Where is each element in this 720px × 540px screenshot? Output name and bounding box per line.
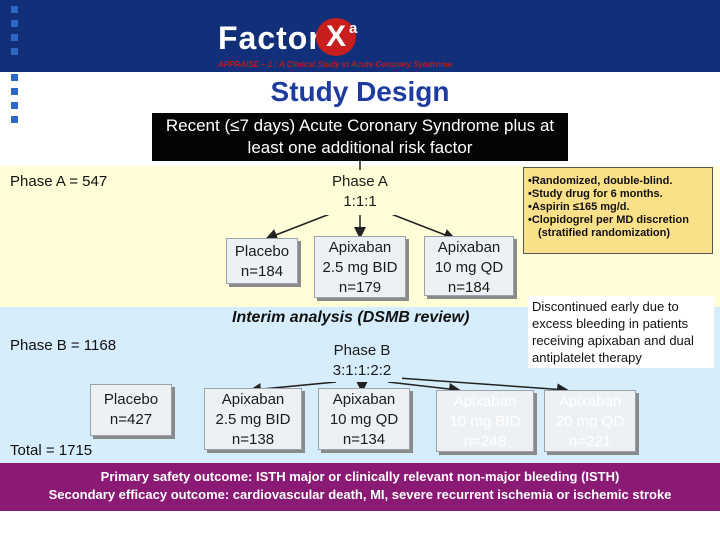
phase-b-label: Phase B = 1168 — [10, 337, 117, 354]
secondary-efficacy-outcome: Secondary efficacy outcome: cardiovascul… — [48, 487, 672, 502]
note-item: (stratified randomization) — [538, 227, 671, 239]
total-label: Total = 1715 — [10, 442, 93, 459]
arm-dose: 2.5 mg BID — [322, 259, 398, 276]
bullet-square-icon — [11, 116, 18, 123]
arrow-b-10bid — [387, 381, 461, 395]
phase-a-randomization-ratio: 1:1:1 — [343, 193, 377, 210]
interim-analysis-label: Interim analysis (DSMB review) — [232, 309, 470, 326]
arm-dose: 10 mg BID — [449, 413, 521, 430]
arm-name: Apixaban — [332, 391, 396, 408]
phase-a-label: Phase A = 547 — [10, 173, 108, 190]
arm-name: Apixaban — [328, 239, 392, 256]
phase-b-arm-apixaban-2-5-bid: Apixaban 2.5 mg BID n=138 — [204, 388, 302, 450]
arm-name: Apixaban — [437, 239, 501, 256]
arm-n: n=179 — [338, 279, 382, 296]
bullet-square-icon — [11, 74, 18, 81]
arm-n: n=134 — [342, 431, 386, 448]
note-item: •Randomized, double-blind. — [528, 175, 673, 187]
phase-a-randomization-title: Phase A — [332, 173, 388, 190]
note-item: •Clopidogrel per MD discretion — [528, 214, 689, 226]
bullet-square-icon — [11, 6, 18, 13]
phase-b-randomization-title: Phase B — [333, 342, 391, 359]
logo-subscript: a — [349, 20, 358, 37]
arm-n: n=184 — [240, 263, 284, 280]
phase-b-arm-apixaban-10-bid: Apixaban 10 mg BID n=248 — [436, 390, 534, 452]
outcomes-bar: Primary safety outcome: ISTH major or cl… — [0, 463, 720, 511]
arrow-b-20qd — [397, 377, 569, 396]
phase-b-arm-apixaban-20-qd: Apixaban 20 mg QD n=221 — [544, 390, 636, 452]
phase-b-randomization-ratio: 3:1:1:2:2 — [332, 362, 392, 379]
phase-a-randomization: Phase A 1:1:1 — [320, 170, 400, 215]
population-box: Recent (≤7 days) Acute Coronary Syndrome… — [152, 113, 568, 161]
arm-dose: 2.5 mg BID — [215, 411, 291, 428]
phase-b-arm-apixaban-10-qd: Apixaban 10 mg QD n=134 — [318, 388, 410, 450]
phase-b-randomization: Phase B 3:1:1:2:2 — [322, 340, 402, 382]
bullet-square-icon — [11, 48, 18, 55]
arm-n: n=184 — [447, 279, 491, 296]
study-notes-box: •Randomized, double-blind. •Study drug f… — [523, 167, 713, 254]
arrow-a-placebo — [265, 211, 336, 241]
note-item: •Aspirin ≤165 mg/d. — [528, 201, 630, 213]
arm-name: Apixaban — [558, 393, 622, 410]
bullet-square-icon — [11, 20, 18, 27]
phase-b-arm-placebo: Placebo n=427 — [90, 384, 172, 436]
logo-text: Factor — [218, 20, 322, 56]
bullet-square-icon — [11, 88, 18, 95]
arrow-a-10qd — [385, 211, 456, 241]
arm-name: Apixaban — [453, 393, 517, 410]
phase-a-arm-apixaban-10-qd: Apixaban 10 mg QD n=184 — [424, 236, 514, 296]
arm-dose: 20 mg QD — [555, 413, 625, 430]
page-title: Study Design — [270, 76, 450, 107]
logo-x-icon: X — [316, 18, 356, 56]
arm-dose: 10 mg QD — [434, 259, 504, 276]
bullet-square-icon — [11, 102, 18, 109]
discontinued-note: Discontinued early due to excess bleedin… — [528, 296, 714, 368]
arm-n: n=221 — [568, 433, 612, 450]
footer-space — [0, 511, 720, 540]
arm-n: n=138 — [231, 431, 275, 448]
primary-safety-outcome: Primary safety outcome: ISTH major or cl… — [100, 469, 620, 484]
arm-n: n=248 — [463, 433, 507, 450]
arm-name: Placebo — [234, 243, 290, 260]
note-item: •Study drug for 6 months. — [528, 188, 663, 200]
bullet-square-icon — [11, 34, 18, 41]
phase-a-arm-placebo: Placebo n=184 — [226, 238, 298, 284]
arm-name: Placebo — [103, 391, 159, 408]
arm-dose: 10 mg QD — [329, 411, 399, 428]
header-banner — [0, 0, 720, 72]
population-line-1: Recent (≤7 days) Acute Coronary Syndrome — [165, 116, 500, 135]
phase-a-arm-apixaban-2-5-bid: Apixaban 2.5 mg BID n=179 — [314, 236, 406, 298]
population-line-2: plus at least one additional risk factor — [247, 116, 555, 157]
arm-n: n=427 — [109, 411, 153, 428]
logo-tagline: APPRAISE – 1 : A Clinical Study in Acute… — [218, 60, 453, 69]
arm-name: Apixaban — [221, 391, 285, 408]
